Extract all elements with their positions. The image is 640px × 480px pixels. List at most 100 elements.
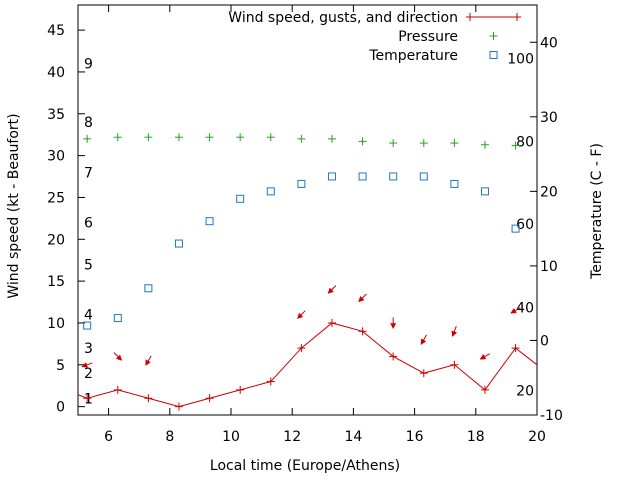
beaufort-label: 3: [84, 341, 93, 357]
y-left-tick-label: 45: [47, 23, 65, 39]
wind-speed-point: [205, 394, 214, 403]
fahrenheit-label: 40: [516, 301, 534, 317]
legend-label: Temperature: [368, 48, 458, 64]
y-left-tick-label: 30: [47, 149, 65, 165]
temperature-point: [511, 224, 520, 233]
wind-speed-point: [450, 360, 459, 369]
temperature-point: [358, 172, 367, 181]
temperature-point: [174, 239, 183, 248]
y-left-tick-label: 25: [47, 190, 65, 206]
wind-arrow-head: [327, 287, 334, 294]
pressure-point: [327, 134, 336, 143]
legend-label: Wind speed, gusts, and direction: [228, 10, 458, 26]
wind-arrow-head: [145, 359, 151, 366]
series-layer: [78, 133, 537, 411]
wind-arrow: [451, 325, 458, 338]
temperature-point: [389, 172, 398, 181]
y-right-tick-label: 0: [540, 333, 549, 349]
beaufort-label: 8: [84, 115, 93, 131]
wind-speed-point: [236, 385, 245, 394]
pressure-point: [113, 133, 122, 142]
x-tick-label: 10: [222, 429, 240, 445]
beaufort-label: 6: [84, 216, 93, 232]
fahrenheit-label: 20: [516, 383, 534, 399]
y-right-tick-label: 30: [540, 110, 558, 126]
legend-label: Pressure: [398, 29, 458, 45]
plot-border: [77, 4, 538, 416]
wind-arrow: [113, 352, 123, 361]
y-axis-left: 0 5 10 15 20 25 30 35 40 45: [47, 23, 85, 416]
y-left-tick-label: 20: [47, 232, 65, 248]
y-axis-left-label: Wind speed (kt - Beaufort): [6, 113, 22, 298]
pressure-point: [266, 133, 275, 142]
legend: Wind speed, gusts, and direction Pressure…: [228, 10, 521, 64]
wind-speed-point: [327, 318, 336, 327]
wind-speed-point: [266, 377, 275, 386]
pressure-point: [389, 139, 398, 148]
y-left-tick-label: 15: [47, 274, 65, 290]
wind-arrow-head: [420, 338, 427, 345]
y-left-tick-label: 5: [56, 358, 65, 374]
y-left-tick-label: 10: [47, 316, 65, 332]
temperature-point: [113, 314, 122, 323]
wind-arrow: [327, 285, 337, 294]
pressure-point: [450, 139, 459, 148]
wind-arrow: [479, 353, 490, 360]
temperature-point: [419, 172, 428, 181]
pressure-point: [174, 133, 183, 142]
temperature-point: [144, 284, 153, 293]
fahrenheit-label: 80: [516, 134, 534, 150]
beaufort-label: 9: [84, 57, 93, 73]
y-right-tick-label: 40: [540, 35, 558, 51]
temperature-point: [450, 179, 459, 188]
x-tick-label: 20: [528, 429, 546, 445]
x-axis-label: Local time (Europe/Athens): [210, 458, 400, 474]
temperature-point: [266, 187, 275, 196]
wind-arrow-head: [451, 330, 458, 338]
fahrenheit-label: 100: [507, 52, 534, 68]
wind-arrows: [81, 285, 521, 368]
fahrenheit-label: 60: [516, 217, 534, 233]
legend-marker-right: [513, 13, 521, 21]
temperature-point: [297, 179, 306, 188]
wind-speed-point: [144, 394, 153, 403]
wind-speed-point: [389, 352, 398, 361]
wind-arrow-head: [510, 307, 517, 314]
x-tick-label: 16: [406, 429, 424, 445]
legend-marker-left: [466, 13, 474, 21]
y-axis-right: -10 0 10 20 30 40: [530, 35, 563, 424]
wind-speed-point: [511, 344, 520, 353]
y-axis-right-label: Temperature (C - F): [589, 143, 605, 280]
temperature-point: [480, 187, 489, 196]
legend-marker: [489, 51, 498, 59]
legend-marker: [489, 32, 498, 40]
pressure-point: [205, 133, 214, 142]
beaufort-label: 4: [84, 308, 93, 324]
wind-arrow: [358, 293, 367, 303]
x-tick-label: 14: [344, 429, 362, 445]
pressure-point: [419, 139, 428, 148]
wind-arrow: [390, 317, 397, 330]
wind-arrow-head: [81, 362, 88, 368]
wind-speed-line: [78, 322, 537, 408]
wind-speed-point: [480, 385, 489, 394]
x-tick-label: 18: [467, 429, 485, 445]
wind-speed-point: [174, 402, 183, 411]
wind-arrow: [81, 362, 93, 368]
y-right-tick-label: 20: [540, 184, 558, 200]
wind-speed-point: [83, 394, 92, 403]
temperature-point: [83, 321, 92, 330]
pressure-point: [236, 133, 245, 142]
wind-speed-point: [297, 344, 306, 353]
x-axis: 6 8 10 12 14 16 18 20: [104, 5, 546, 445]
wind-arrow: [145, 355, 152, 366]
x-tick-label: 6: [104, 429, 113, 445]
wind-arrow-head: [390, 323, 397, 330]
pressure-point: [144, 133, 153, 142]
plot-frame: [77, 4, 538, 416]
y-left-tick-label: 0: [56, 400, 65, 416]
beaufort-label: 7: [84, 165, 93, 181]
temperature-point: [205, 217, 214, 226]
x-tick-label: 8: [165, 429, 174, 445]
